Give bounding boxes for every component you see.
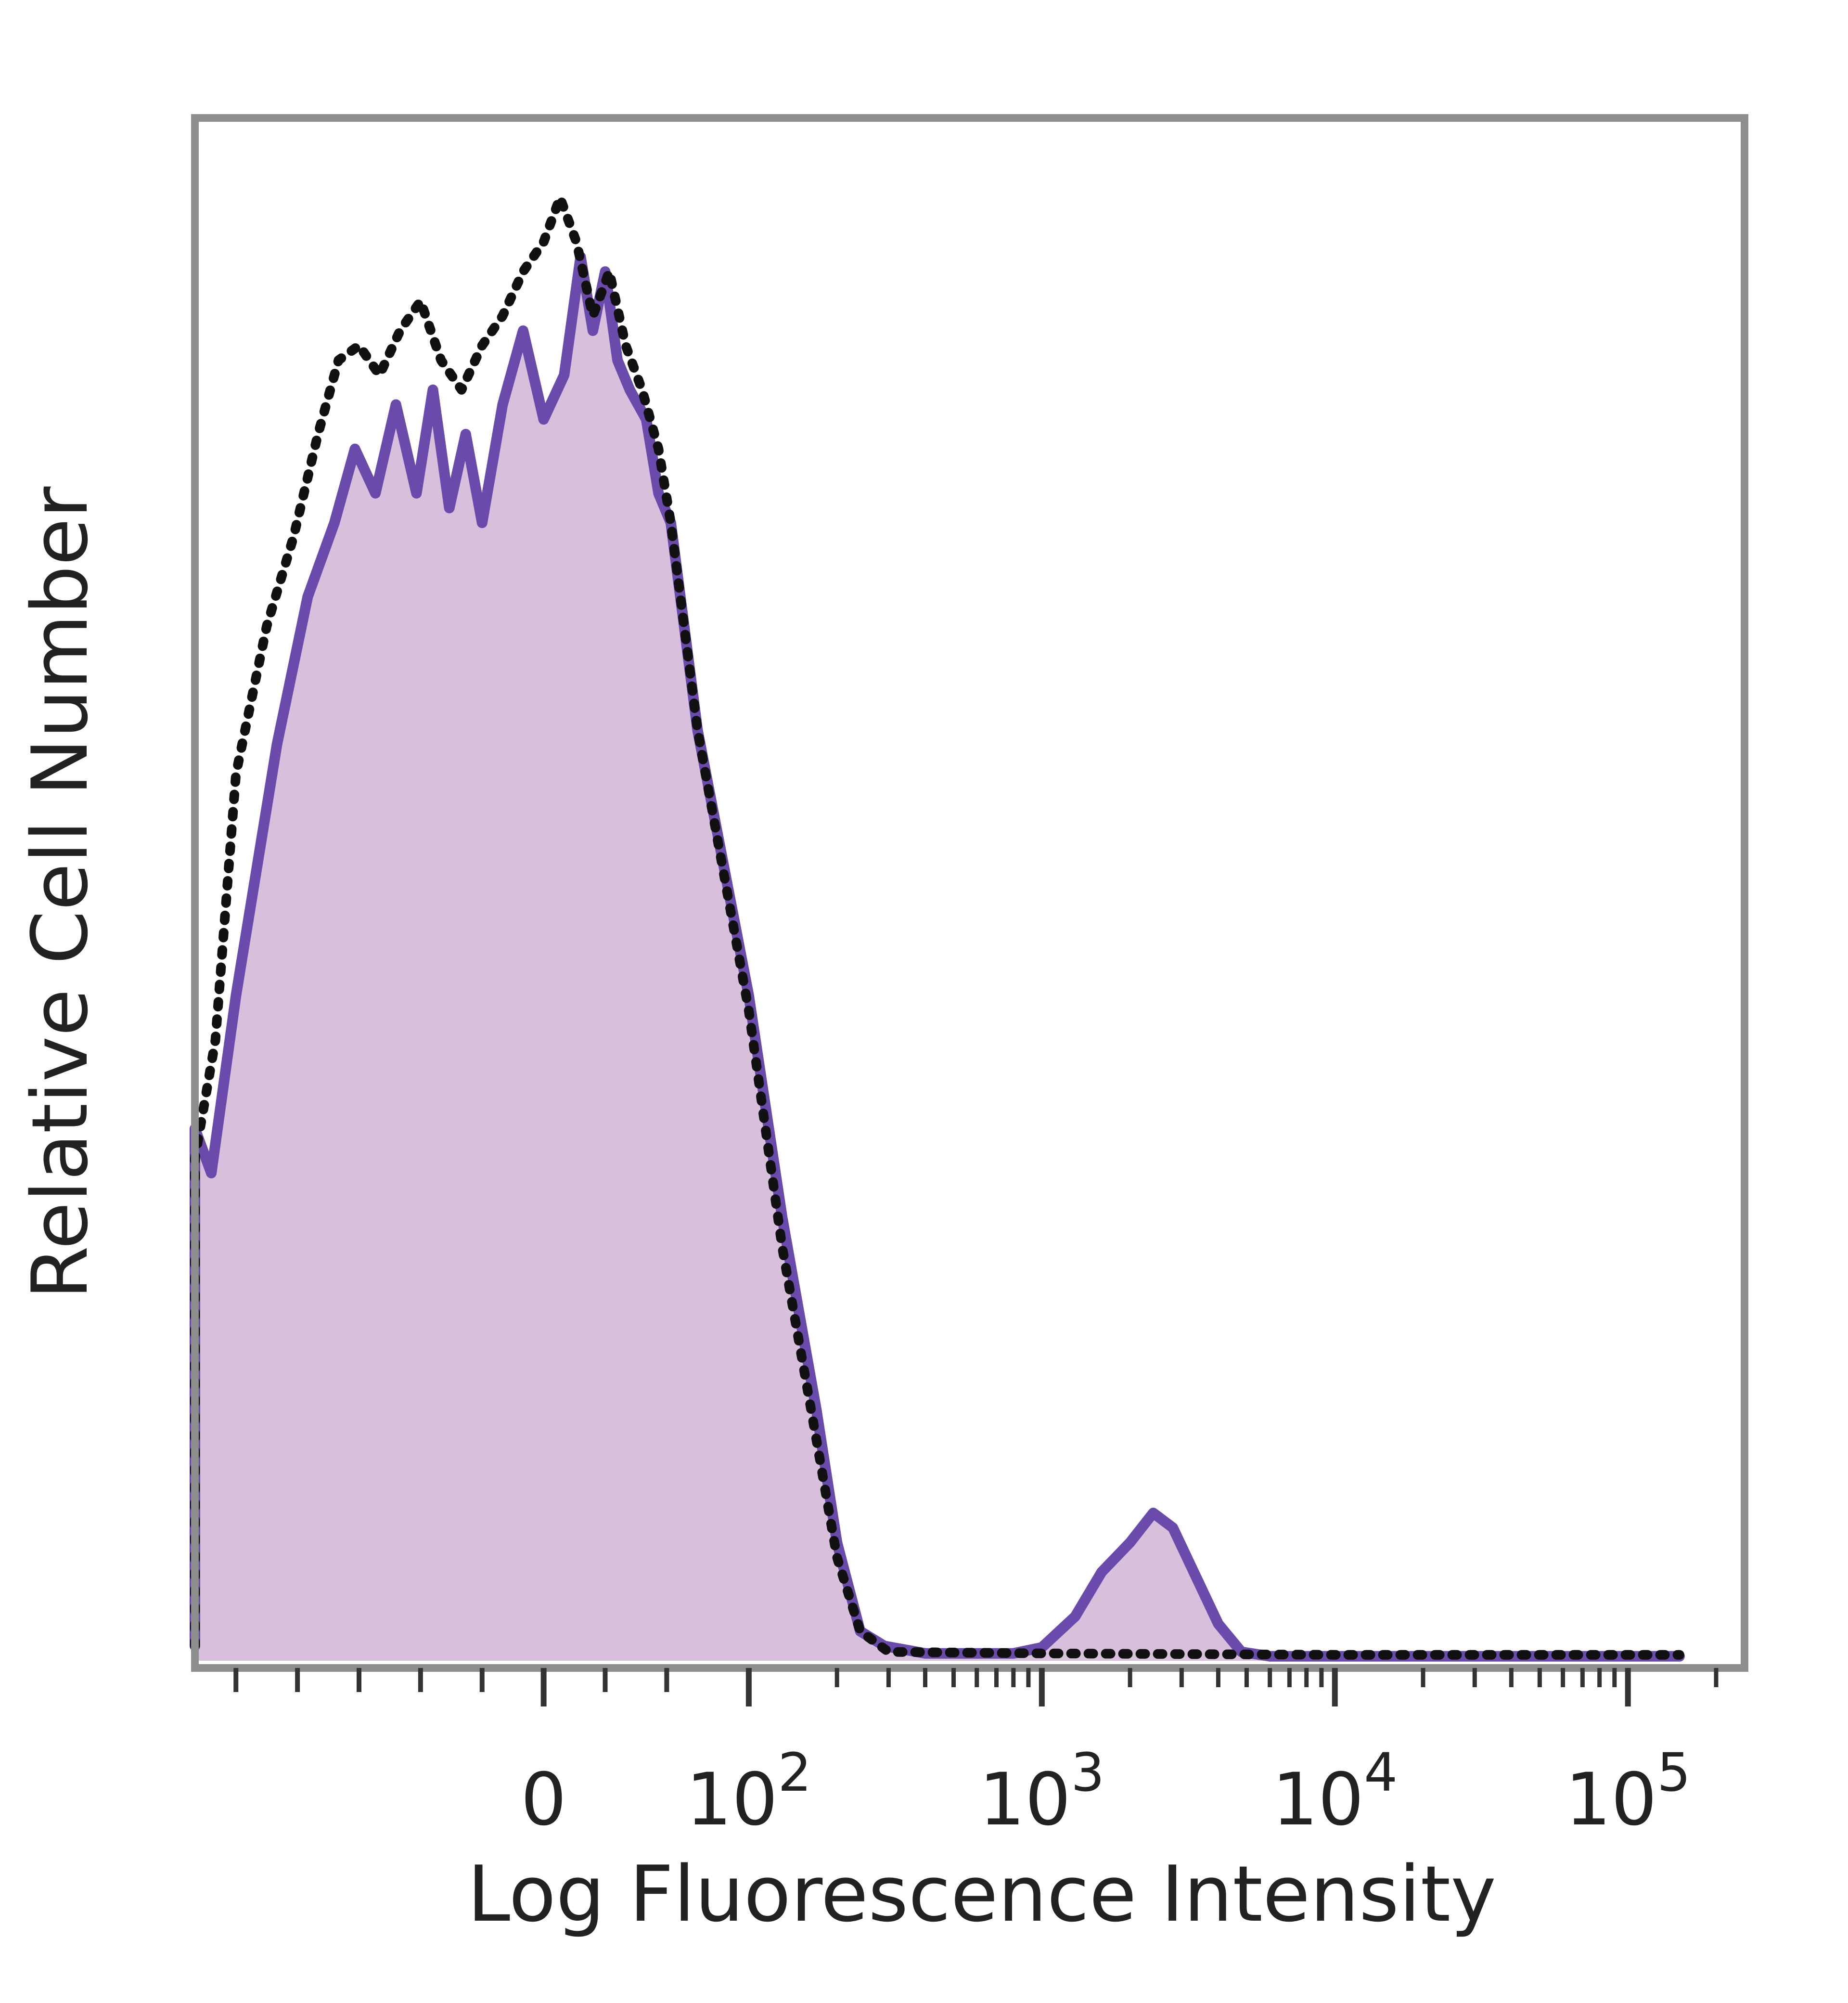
plot-frame: [191, 114, 1748, 1672]
series-filled-area: [195, 257, 1680, 1661]
x-tick-label: 102: [686, 1742, 811, 1842]
x-tick-label: 103: [979, 1742, 1104, 1842]
x-tick-label: 105: [1565, 1742, 1691, 1842]
x-tick-label: 104: [1272, 1742, 1398, 1842]
y-axis-label: Relative Cell Number: [15, 486, 105, 1299]
series-filled-outline: [190, 251, 1685, 1662]
x-axis-label: Log Fluorescence Intensity: [467, 1849, 1496, 1939]
x-tick-label: 0: [521, 1758, 566, 1842]
series-dotted-line: [190, 193, 1684, 1660]
